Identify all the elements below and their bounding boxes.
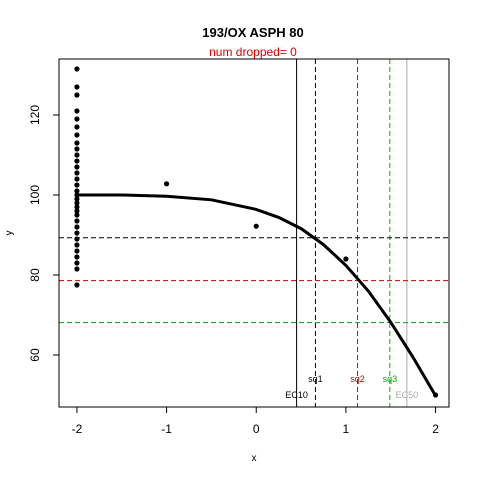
data-point xyxy=(74,182,80,188)
fit-curve xyxy=(76,193,437,397)
data-point xyxy=(74,254,80,260)
data-point xyxy=(74,116,80,122)
data-point xyxy=(74,92,80,98)
data-point xyxy=(74,84,80,90)
data-point xyxy=(74,176,80,182)
x-tick-label: -1 xyxy=(161,422,172,436)
data-point xyxy=(74,146,80,152)
data-point xyxy=(74,158,80,164)
y-axis: 60 80 100 120 xyxy=(28,105,59,362)
data-point xyxy=(74,188,80,194)
data-point xyxy=(74,132,80,138)
data-point xyxy=(74,236,80,242)
data-point xyxy=(74,108,80,114)
data-point xyxy=(74,224,80,230)
data-point xyxy=(74,164,80,170)
data-point xyxy=(74,212,80,218)
x-tick-label: 0 xyxy=(253,422,260,436)
y-tick-label: 120 xyxy=(28,105,42,125)
chart-title: 193/OX ASPH 80 xyxy=(202,25,303,40)
data-point xyxy=(74,170,80,176)
data-point xyxy=(74,218,80,224)
data-point xyxy=(74,152,80,158)
data-point xyxy=(74,208,80,214)
data-point xyxy=(74,66,80,72)
data-point xyxy=(74,196,80,202)
data-point xyxy=(74,242,80,248)
data-point xyxy=(74,140,80,146)
y-tick-label: 100 xyxy=(28,185,42,205)
plot-frame xyxy=(58,58,450,408)
data-point xyxy=(74,204,80,210)
vline-label-ec10: EC10 xyxy=(285,390,308,400)
fit-curve-line xyxy=(76,193,437,397)
chart-subtitle: num dropped= 0 xyxy=(209,45,297,59)
x-tick-label: -2 xyxy=(72,422,83,436)
x-axis-label: x xyxy=(252,453,257,464)
data-point xyxy=(74,248,80,254)
vline-label-sq2: sq2 xyxy=(350,374,365,384)
data-point xyxy=(74,124,80,130)
data-point xyxy=(74,266,80,272)
data-point xyxy=(74,282,80,288)
data-point xyxy=(253,223,259,229)
data-point xyxy=(432,392,439,398)
data-point xyxy=(74,230,80,236)
vline-label-ec50: EC50 xyxy=(396,390,419,400)
data-point xyxy=(74,192,80,198)
x-axis: -2 -1 0 1 2 xyxy=(72,407,439,436)
y-tick-label: 60 xyxy=(28,348,42,362)
data-point xyxy=(343,256,349,262)
data-point xyxy=(74,200,80,206)
y-tick-label: 80 xyxy=(28,268,42,282)
data-points xyxy=(74,66,439,398)
y-axis-label: y xyxy=(4,231,15,236)
data-point xyxy=(163,181,170,187)
x-tick-label: 2 xyxy=(432,422,439,436)
x-tick-label: 1 xyxy=(343,422,350,436)
vline-label-sq1: sq1 xyxy=(308,374,323,384)
horizontal-reference-lines xyxy=(59,237,449,324)
vline-label-sq3: sq3 xyxy=(383,374,398,384)
data-point xyxy=(74,260,80,266)
